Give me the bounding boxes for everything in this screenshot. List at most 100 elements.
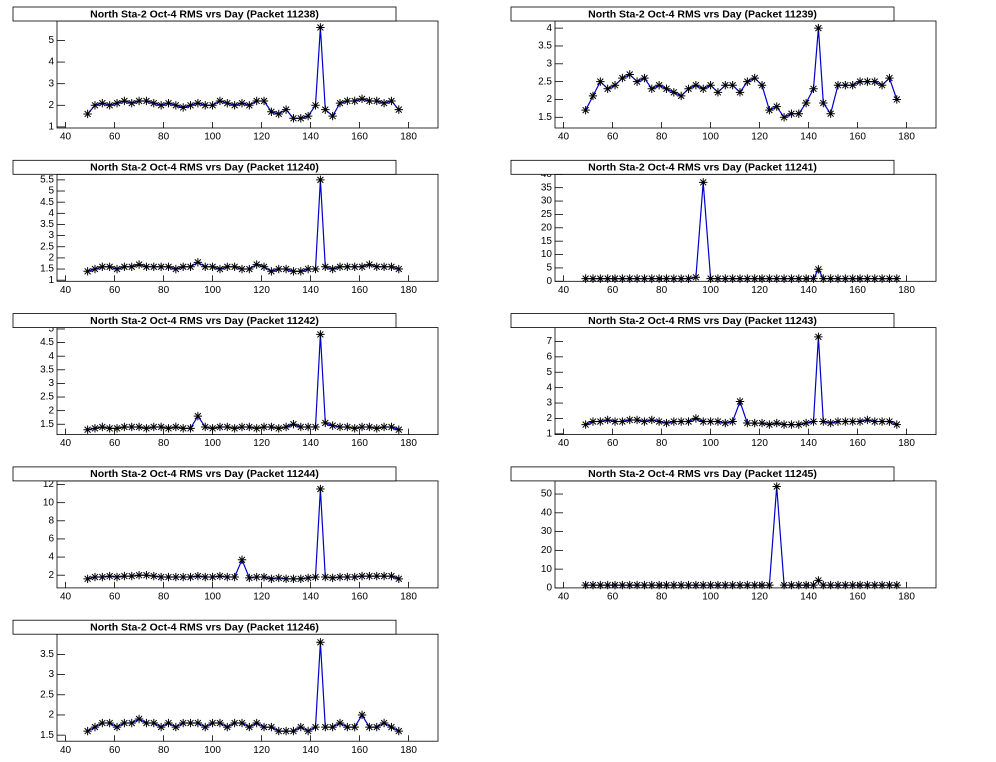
data-line [87, 489, 400, 580]
data-marker [164, 572, 173, 582]
x-tick-label: 180 [400, 285, 417, 296]
title-box [510, 159, 895, 175]
data-marker [127, 262, 136, 272]
data-marker [321, 418, 330, 428]
data-marker [237, 555, 247, 564]
data-marker [625, 415, 634, 425]
data-marker [757, 81, 767, 90]
data-marker [274, 573, 283, 583]
data-marker [186, 101, 195, 110]
x-tick-label: 180 [400, 438, 417, 449]
data-marker [841, 81, 850, 90]
data-marker [156, 572, 166, 582]
data-marker [826, 418, 835, 428]
y-tick-label: 2.5 [40, 689, 54, 700]
data-marker [863, 274, 872, 283]
data-marker [855, 417, 865, 426]
data-marker [134, 96, 144, 106]
plot-frame [56, 173, 439, 282]
data-marker [357, 571, 367, 581]
data-marker [83, 726, 92, 736]
data-marker [98, 718, 107, 728]
x-tick-label: 160 [351, 132, 368, 143]
data-marker [201, 572, 210, 582]
data-marker [684, 84, 693, 93]
data-marker [149, 718, 158, 728]
data-marker [215, 718, 225, 728]
data-marker [640, 274, 649, 283]
x-tick-label: 80 [656, 592, 668, 603]
data-marker [112, 98, 122, 108]
title-box [510, 466, 895, 482]
y-tick-label: 5 [546, 367, 552, 378]
y-tick-label: 15 [541, 236, 553, 247]
data-marker [289, 114, 298, 123]
data-marker [281, 574, 291, 584]
data-marker [787, 109, 796, 118]
data-marker [662, 84, 671, 93]
data-marker [365, 260, 374, 269]
data-marker [223, 422, 232, 432]
data-marker [892, 580, 901, 590]
data-marker [259, 722, 269, 732]
data-marker [387, 262, 396, 272]
chart-title: North Sta-2 Oct-4 RMS vrs Day (Packet 11… [90, 621, 319, 633]
data-marker [149, 98, 158, 108]
data-marker [787, 420, 796, 429]
data-marker [713, 274, 723, 283]
data-marker [713, 88, 723, 97]
data-marker [779, 580, 789, 590]
x-tick-label: 120 [253, 745, 270, 756]
data-marker [848, 417, 857, 426]
data-marker [321, 572, 330, 582]
x-tick-label: 140 [800, 592, 817, 603]
x-tick-label: 80 [158, 285, 170, 296]
x-tick-label: 100 [204, 745, 221, 756]
data-marker [208, 101, 217, 110]
data-marker [721, 81, 730, 90]
data-marker [684, 580, 693, 590]
data-marker [350, 262, 359, 272]
x-tick-label: 180 [400, 592, 417, 603]
data-marker [328, 722, 337, 732]
data-marker [819, 417, 828, 426]
data-marker [311, 572, 320, 582]
x-tick-label: 140 [302, 592, 319, 603]
x-tick-label: 160 [351, 285, 368, 296]
y-tick-label: 1.5 [40, 264, 54, 275]
y-tick-label: 5.5 [40, 175, 54, 186]
data-marker [819, 274, 828, 283]
data-marker [819, 98, 828, 108]
data-line [585, 486, 897, 586]
data-marker [105, 571, 114, 581]
data-marker [259, 422, 269, 432]
data-marker [90, 424, 100, 433]
data-marker [215, 264, 225, 274]
data-marker [223, 722, 232, 732]
data-marker [120, 262, 129, 272]
data-marker [640, 73, 649, 83]
y-tick-label: 2.5 [40, 392, 54, 403]
chart-title: North Sta-2 Oct-4 RMS vrs Day (Packet 11… [588, 162, 817, 174]
data-marker [640, 580, 649, 590]
data-marker [149, 422, 158, 432]
x-tick-label: 120 [253, 285, 270, 296]
data-marker [296, 574, 305, 584]
data-marker [394, 574, 403, 584]
data-marker [728, 417, 737, 426]
data-marker [794, 274, 803, 283]
data-marker [632, 274, 642, 283]
y-tick-label: 7 [546, 336, 552, 347]
x-tick-label: 100 [204, 132, 221, 143]
x-tick-label: 160 [849, 132, 866, 143]
data-marker [281, 422, 291, 432]
data-marker [343, 722, 352, 732]
data-marker [289, 574, 298, 584]
data-marker [193, 258, 203, 267]
y-tick-label: 3.5 [40, 364, 54, 375]
x-tick-label: 100 [702, 438, 719, 449]
data-marker [350, 722, 359, 732]
data-marker [237, 264, 247, 274]
data-marker [721, 418, 730, 428]
x-tick-label: 120 [751, 592, 768, 603]
